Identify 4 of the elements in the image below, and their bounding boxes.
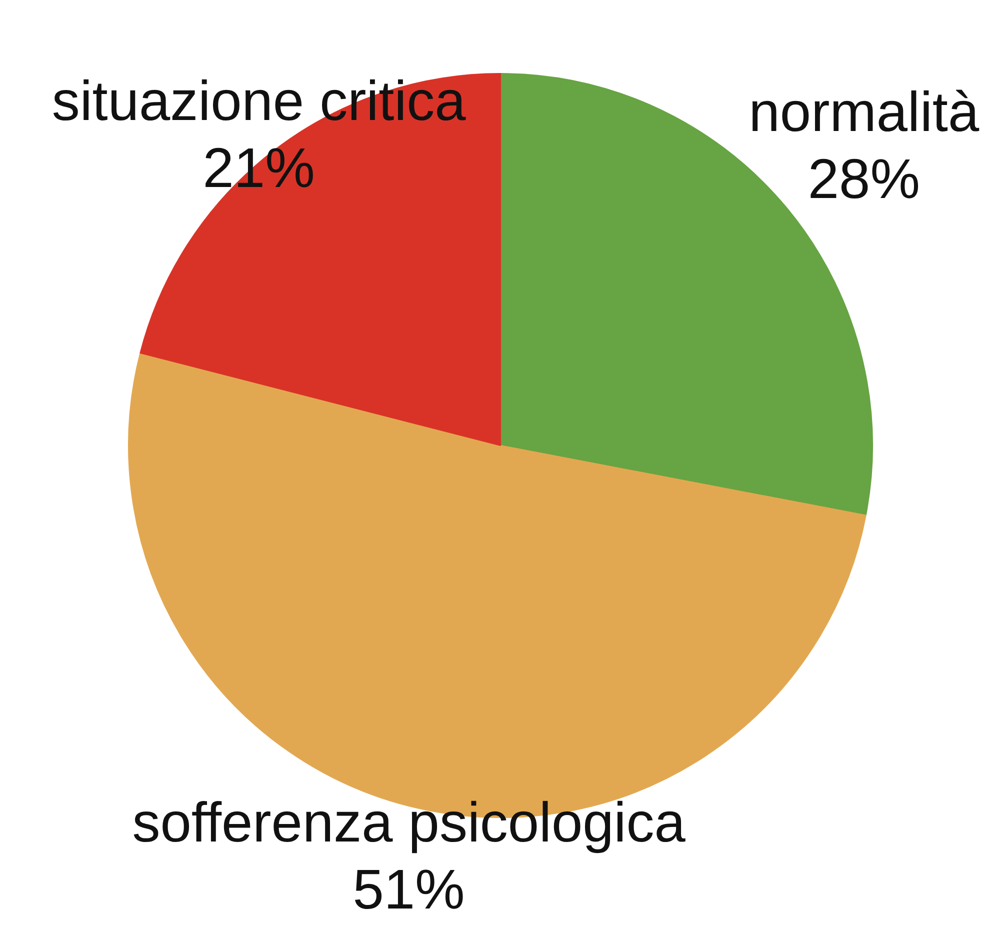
- slice-label: normalità: [748, 80, 980, 143]
- data-label: 51%: [352, 858, 465, 921]
- data-label: 28%: [808, 146, 920, 210]
- slice-label: sofferenza psicologica: [132, 790, 686, 854]
